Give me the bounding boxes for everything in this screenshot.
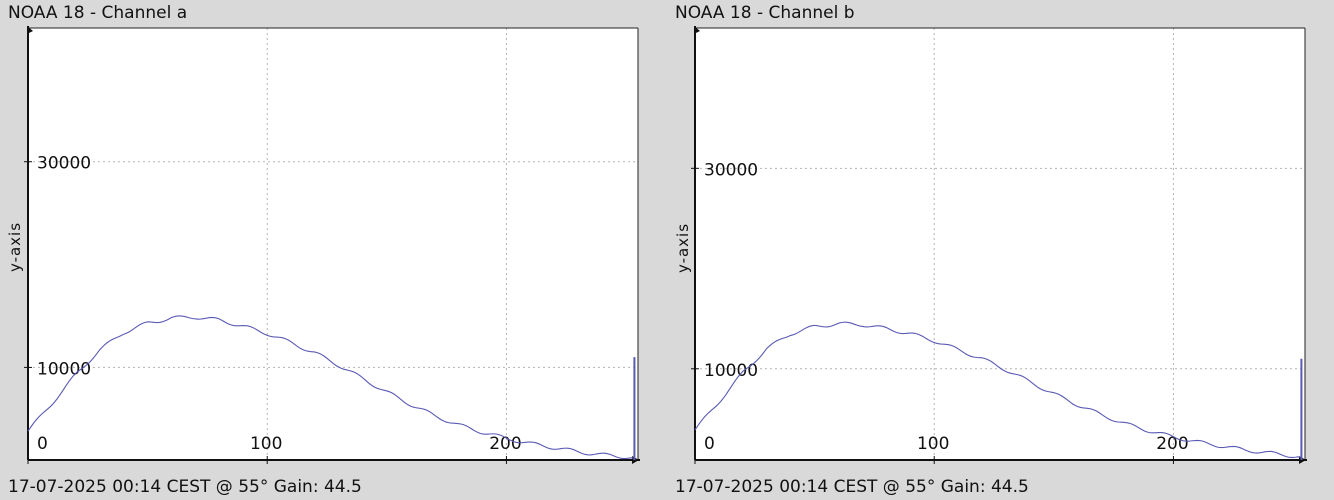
chart-footer: 17-07-2025 00:14 CEST @ 55° Gain: 44.5 (675, 477, 1029, 497)
x-tick-label: 100 (917, 434, 949, 454)
chart-panel-channel-a: NOAA 18 - Channel a y-axis 0 100 200 10000 3… (6, 3, 640, 497)
y-axis-arrow-icon (27, 26, 33, 34)
chart-footer: 17-07-2025 00:14 CEST @ 55° Gain: 44.5 (8, 477, 362, 497)
chart-plot-channel-a: 0 100 200 10000 30000 (24, 26, 640, 464)
chart-title: NOAA 18 - Channel a (8, 3, 188, 23)
x-tick-label: 0 (704, 434, 715, 454)
plot-area (695, 28, 1305, 460)
y-axis-arrow-icon (694, 26, 700, 34)
x-tick-label: 200 (1156, 434, 1188, 454)
y-tick-label: 30000 (37, 154, 91, 174)
series-line (694, 321, 1301, 459)
chart-plot-channel-b: 0 100 200 10000 30000 (691, 26, 1307, 464)
chart-panel-channel-b: NOAA 18 - Channel b y-axis 0 100 200 10000 3… (667, 0, 1334, 500)
series-line (27, 315, 634, 460)
x-tick-label: 0 (37, 434, 48, 454)
x-tick-label: 100 (250, 434, 282, 454)
chart-title: NOAA 18 - Channel b (675, 3, 855, 23)
x-tick-label: 200 (489, 434, 521, 454)
y-tick-label: 30000 (704, 160, 758, 180)
y-tick-label: 10000 (37, 359, 91, 379)
plot-area (28, 28, 638, 460)
y-tick-label: 10000 (704, 361, 758, 381)
